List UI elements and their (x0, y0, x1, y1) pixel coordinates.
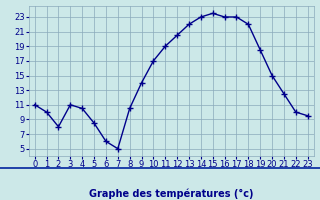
X-axis label: Graphe des températures (°c): Graphe des températures (°c) (89, 189, 253, 199)
